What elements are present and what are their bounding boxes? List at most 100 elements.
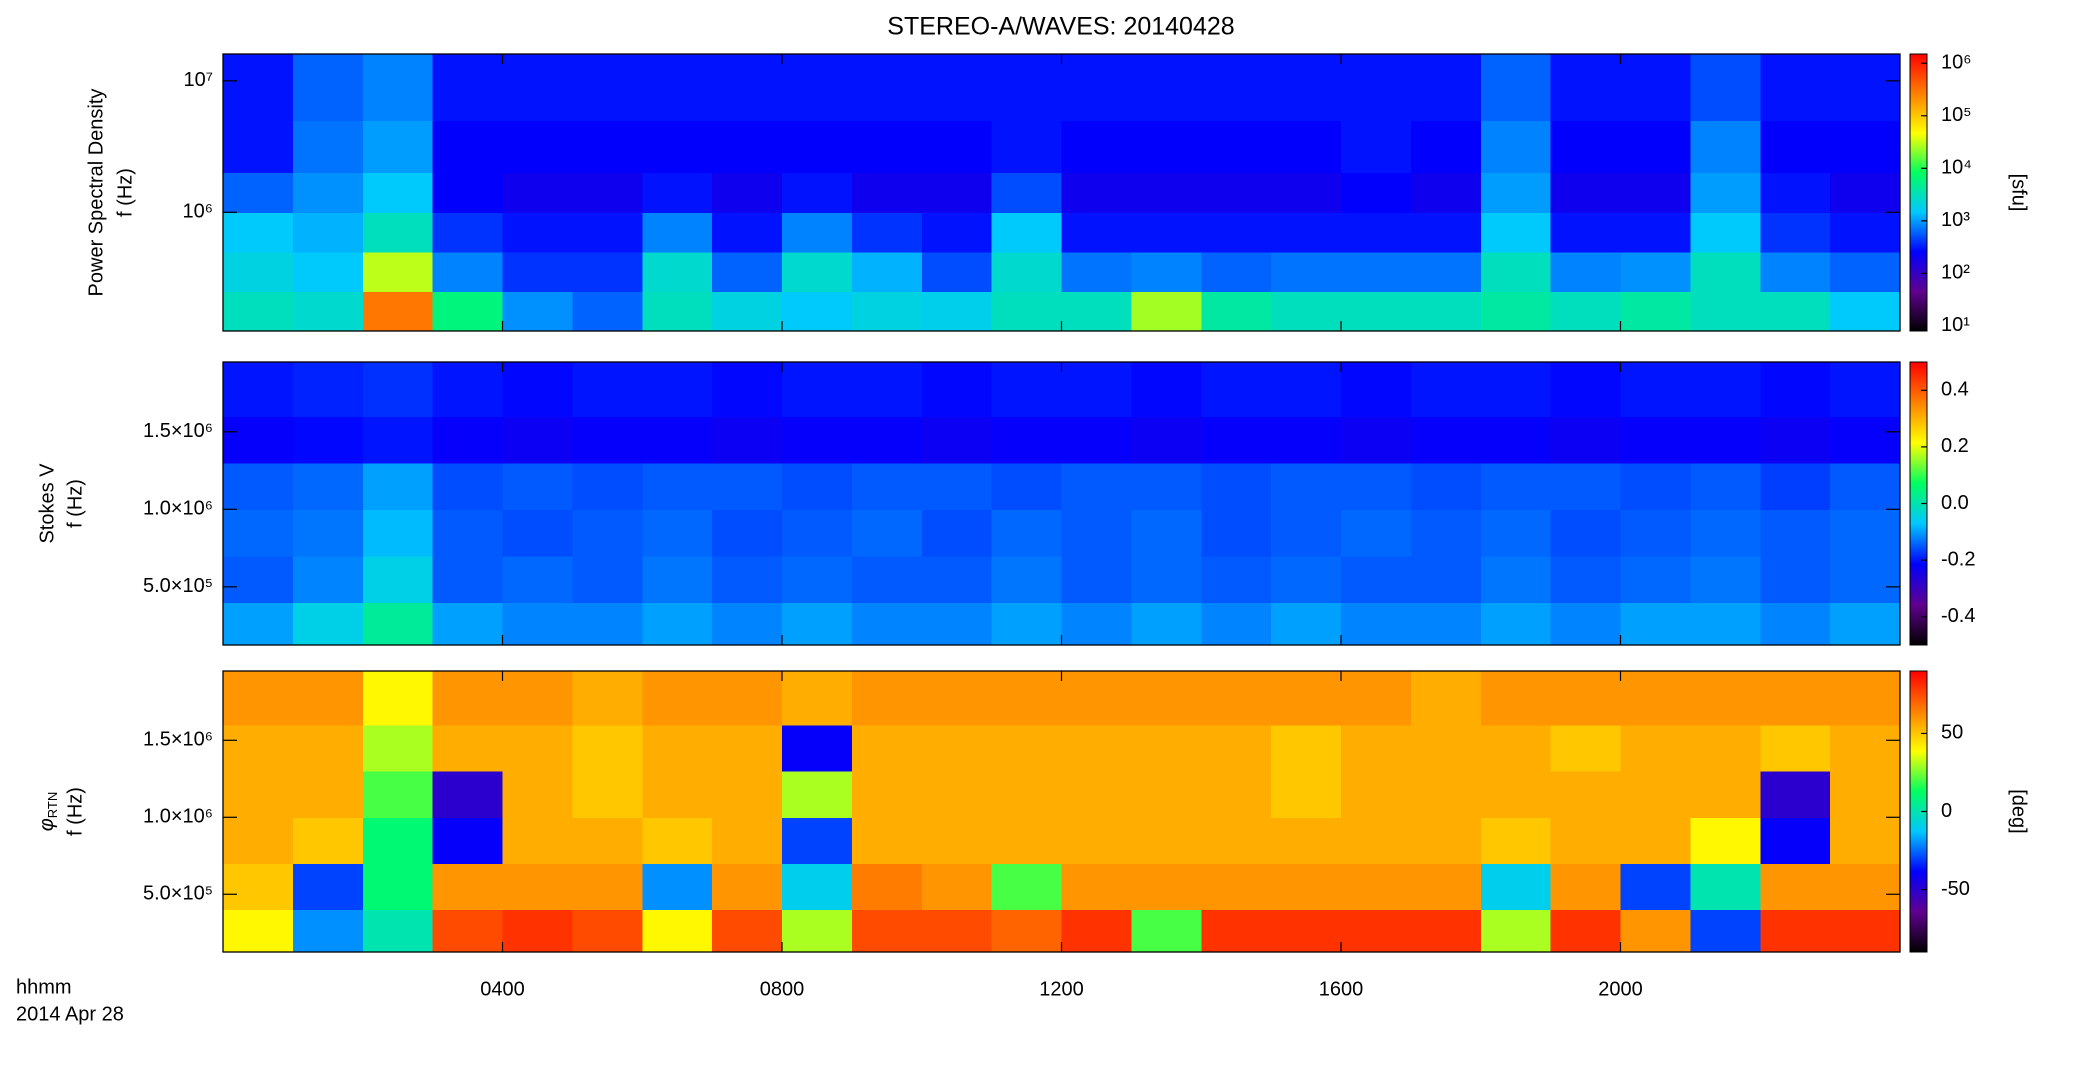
- heatmap-cell: [1620, 602, 1691, 646]
- heatmap-cell: [991, 120, 1062, 174]
- heatmap-cell: [1271, 462, 1342, 510]
- colorbar-tick-label: -0.4: [1941, 605, 1975, 627]
- heatmap-cell: [1830, 909, 1901, 953]
- heatmap-cell: [1480, 555, 1552, 603]
- heatmap-cell: [362, 771, 434, 818]
- heatmap-cell: [782, 602, 853, 646]
- heatmap-cell: [1201, 251, 1272, 292]
- heatmap-cell: [1760, 724, 1831, 772]
- heatmap-cell: [223, 509, 294, 557]
- heatmap-cell: [432, 172, 503, 213]
- heatmap-cell: [1341, 863, 1412, 911]
- colorbar-tick-label: -50: [1941, 878, 1970, 900]
- heatmap-cell: [362, 291, 434, 332]
- heatmap-cell: [432, 120, 503, 174]
- heatmap-cell: [432, 251, 503, 292]
- y-axis-label: f (Hz): [64, 479, 86, 528]
- heatmap-cell: [991, 671, 1062, 726]
- heatmap-cell: [851, 120, 923, 174]
- heatmap-cell: [1271, 724, 1342, 772]
- heatmap-cell: [362, 555, 434, 603]
- heatmap-cell: [1201, 771, 1272, 818]
- heatmap-cell: [851, 362, 923, 417]
- heatmap-cell: [1690, 555, 1761, 603]
- heatmap-cell: [292, 509, 364, 557]
- heatmap-cell: [851, 724, 923, 772]
- y-tick-label: 1.5×10⁶: [143, 420, 213, 442]
- heatmap-cell: [292, 120, 364, 174]
- heatmap-cell: [1341, 416, 1412, 464]
- heatmap-cell: [1201, 509, 1272, 557]
- heatmap-cell: [223, 212, 294, 253]
- heatmap-cell: [921, 724, 993, 772]
- heatmap-cell: [1480, 509, 1552, 557]
- heatmap-cell: [1271, 817, 1342, 864]
- heatmap-cell: [1410, 863, 1482, 911]
- heatmap-cell: [292, 172, 364, 213]
- y-axis-label: f (Hz): [64, 787, 86, 836]
- heatmap-cell: [1760, 555, 1831, 603]
- heatmap-cell: [432, 362, 503, 417]
- heatmap-cell: [1131, 54, 1202, 121]
- colorbar-tick-label: 50: [1941, 722, 1963, 744]
- heatmap-cell: [1620, 771, 1691, 818]
- heatmap-cell: [642, 724, 713, 772]
- heatmap-cell: [1271, 555, 1342, 603]
- heatmap-cell: [432, 724, 503, 772]
- heatmap-cell: [1620, 172, 1691, 213]
- heatmap-cell: [1480, 172, 1552, 213]
- heatmap-cell: [1341, 54, 1412, 121]
- heatmap-cell: [712, 291, 783, 332]
- heatmap-cell: [502, 909, 573, 953]
- heatmap-cell: [1830, 362, 1901, 417]
- heatmap-cell: [1480, 771, 1552, 818]
- heatmap-cell: [1271, 671, 1342, 726]
- heatmap-cell: [502, 724, 573, 772]
- y-tick-label: 1.5×10⁶: [143, 729, 213, 751]
- heatmap-cell: [1410, 509, 1482, 557]
- heatmap-cell: [1341, 724, 1412, 772]
- heatmap-cell: [991, 863, 1062, 911]
- colorbar-tick-label: 0.4: [1941, 379, 1969, 401]
- heatmap-cell: [292, 251, 364, 292]
- date-label: 2014 Apr 28: [16, 1003, 124, 1025]
- heatmap-cell: [572, 771, 643, 818]
- heatmap-cell: [1550, 771, 1621, 818]
- heatmap-cell: [223, 909, 294, 953]
- heatmap-cell: [1131, 602, 1202, 646]
- heatmap-cell: [712, 509, 783, 557]
- heatmap-cell: [502, 671, 573, 726]
- heatmap-cell: [712, 362, 783, 417]
- heatmap-cell: [1830, 671, 1901, 726]
- heatmap-cell: [292, 909, 364, 953]
- heatmap-cell: [1830, 817, 1901, 864]
- colorbar-tick-label: 10⁶: [1941, 52, 1971, 74]
- heatmap-cell: [362, 602, 434, 646]
- heatmap-cell: [1620, 909, 1691, 953]
- heatmap-cell: [851, 863, 923, 911]
- heatmap-cell: [1620, 251, 1691, 292]
- heatmap-cell: [712, 817, 783, 864]
- heatmap-cell: [1760, 462, 1831, 510]
- heatmap-cell: [292, 212, 364, 253]
- heatmap-cell: [292, 291, 364, 332]
- heatmap-cell: [921, 817, 993, 864]
- heatmap-cell: [1690, 724, 1761, 772]
- y-axis-label-subscript: RTN: [45, 792, 60, 818]
- heatmap-cell: [1061, 509, 1132, 557]
- heatmap-cell: [1271, 416, 1342, 464]
- heatmap-cell: [572, 724, 643, 772]
- heatmap-cell: [1620, 462, 1691, 510]
- heatmap-cell: [502, 602, 573, 646]
- heatmap-cell: [502, 251, 573, 292]
- heatmap-cell: [642, 863, 713, 911]
- heatmap-cell: [851, 172, 923, 213]
- heatmap-cell: [1131, 462, 1202, 510]
- heatmap-cell: [432, 291, 503, 332]
- heatmap-cell: [1061, 54, 1132, 121]
- heatmap-cell: [1061, 602, 1132, 646]
- heatmap-cell: [1061, 724, 1132, 772]
- heatmap-cell: [362, 863, 434, 911]
- heatmap-cell: [1410, 909, 1482, 953]
- heatmap-cell: [432, 416, 503, 464]
